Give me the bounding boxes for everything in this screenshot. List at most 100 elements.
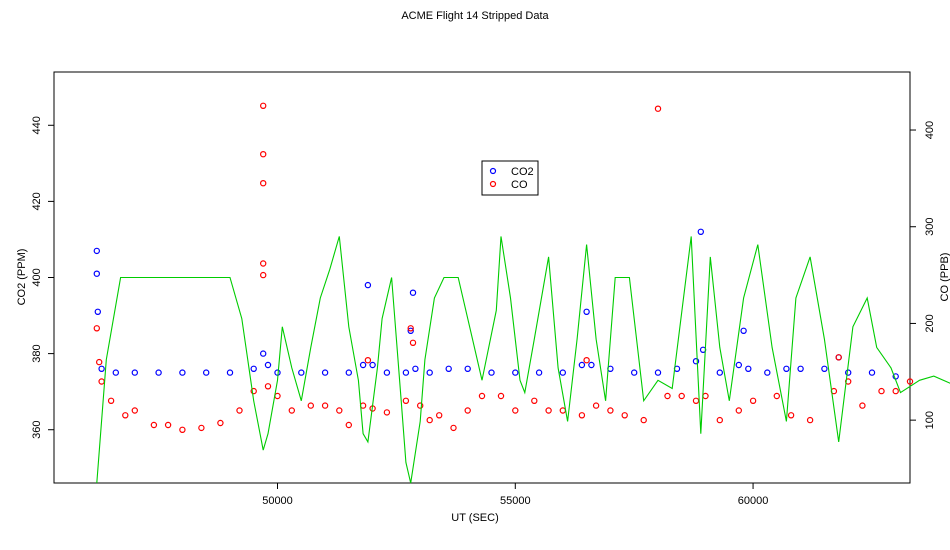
data-point bbox=[892, 387, 899, 395]
data-point bbox=[364, 281, 372, 289]
data-point bbox=[260, 179, 267, 187]
data-point bbox=[364, 357, 372, 364]
data-point bbox=[559, 369, 567, 376]
data-point bbox=[345, 421, 352, 429]
data-point bbox=[654, 105, 662, 112]
data-point bbox=[878, 387, 885, 395]
data-point bbox=[250, 365, 257, 372]
data-point bbox=[578, 412, 586, 419]
data-point bbox=[383, 369, 391, 376]
data-point bbox=[859, 402, 866, 409]
x-tick-label: 60000 bbox=[738, 495, 769, 507]
data-point bbox=[631, 369, 638, 376]
y-tick: 360 bbox=[31, 421, 54, 439]
y-right-tick-label: 200 bbox=[924, 314, 936, 332]
series-co2 bbox=[93, 228, 899, 380]
data-point bbox=[512, 369, 519, 376]
data-point bbox=[436, 412, 443, 419]
data-point bbox=[845, 369, 852, 376]
data-point bbox=[202, 369, 210, 376]
series-co bbox=[93, 102, 914, 433]
series-trace bbox=[96, 236, 950, 484]
data-point bbox=[264, 361, 272, 369]
y-tick-label: 420 bbox=[31, 192, 43, 210]
legend: CO2 CO bbox=[481, 160, 539, 196]
y-right-tick: 400 bbox=[910, 121, 936, 139]
chart-title: ACME Flight 14 Stripped Data bbox=[401, 10, 549, 22]
legend-marker-co2 bbox=[489, 167, 497, 175]
data-point bbox=[150, 421, 158, 429]
data-point bbox=[155, 369, 162, 376]
data-point bbox=[592, 402, 600, 409]
data-point bbox=[402, 397, 410, 404]
data-point bbox=[236, 407, 243, 414]
data-point bbox=[407, 327, 414, 334]
data-point bbox=[450, 424, 457, 432]
data-point bbox=[640, 416, 647, 424]
data-point bbox=[868, 369, 876, 376]
y-axis-label: CO2 (PPM) bbox=[16, 249, 28, 306]
data-point bbox=[654, 369, 662, 376]
data-point bbox=[107, 397, 115, 404]
data-point bbox=[735, 361, 743, 369]
data-point bbox=[806, 416, 814, 424]
data-point bbox=[260, 102, 267, 110]
data-point bbox=[336, 407, 343, 414]
data-point bbox=[264, 383, 272, 390]
data-point bbox=[697, 228, 705, 235]
data-point bbox=[621, 412, 628, 419]
data-point bbox=[122, 412, 129, 419]
data-point bbox=[735, 407, 743, 414]
data-point bbox=[583, 357, 590, 364]
data-point bbox=[98, 378, 105, 385]
data-point bbox=[692, 397, 700, 404]
x-tick: 50000 bbox=[262, 483, 293, 507]
data-point bbox=[274, 392, 281, 400]
y-tick: 400 bbox=[31, 268, 54, 287]
data-point bbox=[464, 407, 471, 414]
data-point bbox=[321, 402, 329, 409]
legend-label-co: CO bbox=[511, 179, 528, 191]
legend-label-co2: CO2 bbox=[511, 166, 534, 178]
data-point bbox=[93, 270, 101, 277]
data-point bbox=[764, 369, 771, 376]
data-point bbox=[164, 421, 172, 429]
data-point bbox=[426, 369, 433, 376]
y-right-tick: 300 bbox=[910, 218, 936, 236]
data-point bbox=[531, 397, 538, 404]
data-point bbox=[345, 369, 352, 376]
data-point bbox=[93, 325, 101, 332]
data-point bbox=[98, 365, 105, 372]
data-point bbox=[226, 369, 234, 376]
y-right-tick-label: 100 bbox=[924, 411, 936, 429]
data-point bbox=[179, 369, 186, 376]
y-tick-label: 360 bbox=[31, 421, 43, 439]
data-point bbox=[716, 416, 724, 424]
data-point bbox=[95, 358, 103, 366]
data-point bbox=[488, 369, 495, 376]
data-point bbox=[260, 260, 267, 267]
data-point bbox=[692, 358, 700, 365]
y-right-tick-label: 300 bbox=[924, 218, 936, 236]
y-right-tick: 200 bbox=[910, 314, 936, 333]
data-point bbox=[93, 247, 101, 255]
x-tick: 55000 bbox=[500, 483, 531, 507]
data-point bbox=[512, 407, 519, 414]
data-point bbox=[478, 392, 486, 400]
data-point bbox=[94, 308, 102, 315]
data-point bbox=[559, 407, 567, 414]
data-point bbox=[131, 369, 138, 376]
series-line bbox=[96, 236, 950, 484]
y-tick: 420 bbox=[31, 192, 54, 211]
data-point bbox=[298, 369, 305, 376]
data-point bbox=[445, 365, 452, 372]
data-point bbox=[412, 365, 419, 372]
y-axis-right-label: CO (PPB) bbox=[939, 253, 950, 302]
y-tick-label: 440 bbox=[31, 116, 43, 134]
x-tick-label: 50000 bbox=[262, 495, 293, 507]
data-point bbox=[588, 361, 595, 369]
data-point bbox=[131, 407, 138, 414]
y-tick: 440 bbox=[31, 116, 54, 134]
data-point bbox=[535, 369, 543, 376]
